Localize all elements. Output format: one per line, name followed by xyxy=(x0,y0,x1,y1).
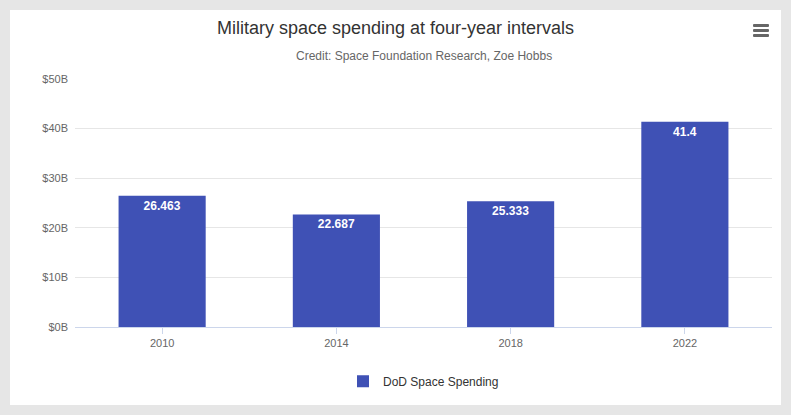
svg-text:$20B: $20B xyxy=(42,222,68,234)
svg-text:$10B: $10B xyxy=(42,271,68,283)
svg-text:22.687: 22.687 xyxy=(318,217,355,231)
svg-text:2014: 2014 xyxy=(324,337,348,349)
svg-text:$40B: $40B xyxy=(42,122,68,134)
svg-text:41.4: 41.4 xyxy=(673,125,697,139)
svg-text:25.333: 25.333 xyxy=(492,204,529,218)
svg-text:DoD Space Spending: DoD Space Spending xyxy=(383,375,498,389)
svg-text:$50B: $50B xyxy=(42,73,68,85)
svg-text:$0B: $0B xyxy=(48,321,68,333)
svg-text:$30B: $30B xyxy=(42,172,68,184)
svg-text:Credit: Space Foundation Resea: Credit: Space Foundation Research, Zoe H… xyxy=(296,49,552,63)
svg-text:Military space spending at fou: Military space spending at four-year int… xyxy=(217,18,574,38)
svg-text:2018: 2018 xyxy=(498,337,522,349)
svg-text:26.463: 26.463 xyxy=(144,199,181,213)
svg-text:2022: 2022 xyxy=(673,337,697,349)
svg-text:2010: 2010 xyxy=(150,337,174,349)
